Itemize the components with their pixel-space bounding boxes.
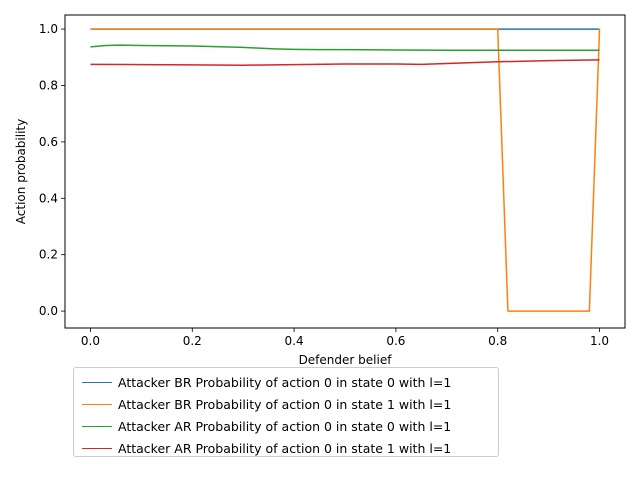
legend-line-swatch: [82, 426, 112, 427]
x-tick-label: 0.0: [81, 334, 100, 348]
legend-item: Attacker BR Probability of action 0 in s…: [74, 372, 498, 394]
y-tick-label: 0.6: [39, 135, 58, 149]
x-tick-label: 0.6: [386, 334, 405, 348]
legend-line-swatch: [82, 404, 112, 405]
y-tick-label: 0.2: [39, 248, 58, 262]
y-axis-label: Action probability: [14, 119, 28, 224]
legend-line-swatch: [82, 448, 112, 449]
y-axis-ticks: 0.0 0.2 0.4 0.6 0.8 1.0: [39, 22, 65, 318]
x-tick-label: 0.4: [285, 334, 304, 348]
y-tick-label: 1.0: [39, 22, 58, 36]
series-line-3: [90, 44, 600, 51]
x-tick-label: 1.0: [590, 334, 609, 348]
legend: Attacker BR Probability of action 0 in s…: [73, 367, 499, 457]
legend-item: Attacker BR Probability of action 0 in s…: [74, 394, 498, 416]
legend-item: Attacker AR Probability of action 0 in s…: [74, 438, 498, 460]
legend-label: Attacker AR Probability of action 0 in s…: [118, 419, 452, 434]
legend-label: Attacker BR Probability of action 0 in s…: [118, 375, 452, 390]
x-tick-label: 0.8: [488, 334, 507, 348]
y-tick-label: 0.0: [39, 304, 58, 318]
series-line-2: [90, 28, 601, 312]
x-axis-ticks: 0.0 0.2 0.4 0.6 0.8 1.0: [81, 328, 609, 348]
y-tick-label: 0.8: [39, 78, 58, 92]
legend-label: Attacker AR Probability of action 0 in s…: [118, 441, 452, 456]
x-axis-label: Defender belief: [299, 353, 393, 367]
legend-label: Attacker BR Probability of action 0 in s…: [118, 397, 452, 412]
y-tick-label: 0.4: [39, 191, 58, 205]
legend-line-swatch: [82, 382, 112, 383]
axes-frame: [64, 14, 626, 329]
x-tick-label: 0.2: [183, 334, 202, 348]
series-layer: [90, 28, 601, 312]
series-line-4: [90, 59, 600, 66]
legend-item: Attacker AR Probability of action 0 in s…: [74, 416, 498, 438]
